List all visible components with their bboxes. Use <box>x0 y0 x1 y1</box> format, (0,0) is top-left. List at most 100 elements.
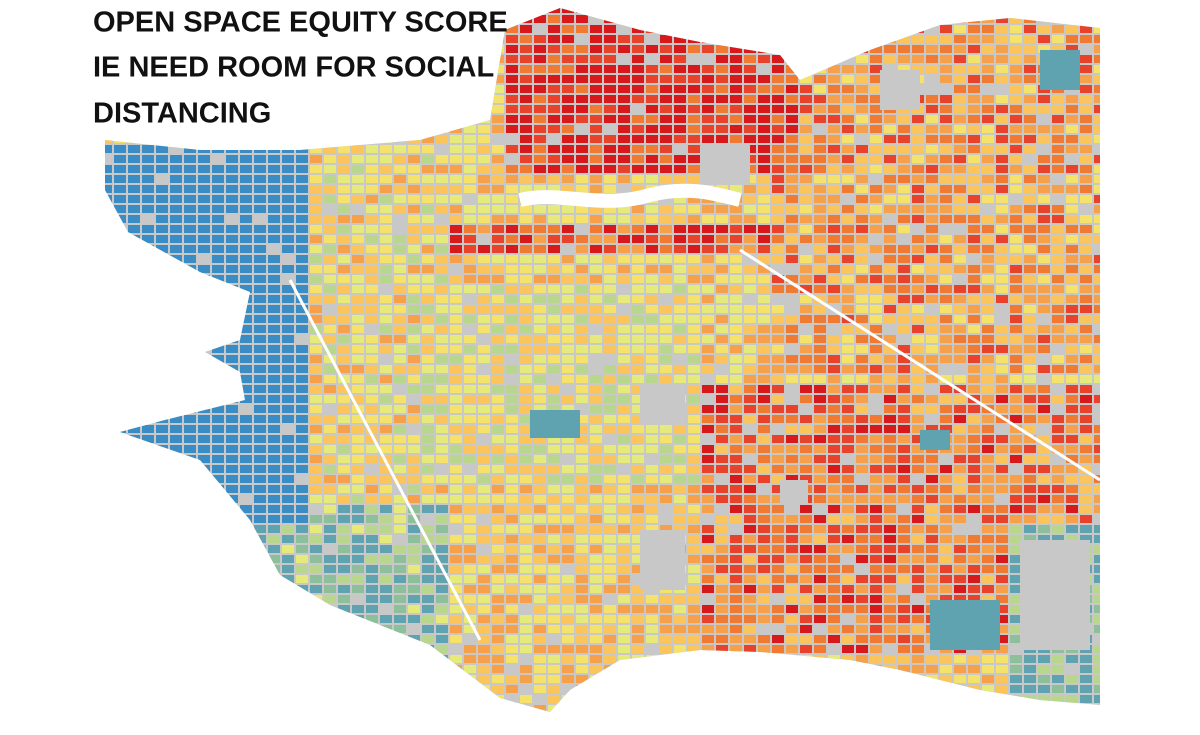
city-block <box>506 35 518 43</box>
city-block <box>800 225 812 233</box>
city-block <box>464 245 476 253</box>
city-block <box>1066 665 1078 673</box>
city-block <box>478 255 490 263</box>
city-block <box>674 305 686 313</box>
city-block <box>604 75 616 83</box>
city-block <box>716 475 728 483</box>
city-block <box>828 215 840 223</box>
city-block <box>842 85 854 93</box>
city-block <box>576 225 588 233</box>
city-block <box>170 175 182 183</box>
city-block <box>604 635 616 643</box>
city-block <box>772 615 784 623</box>
city-block <box>1024 535 1036 543</box>
city-block <box>562 575 574 583</box>
city-block <box>240 245 252 253</box>
city-block <box>450 495 462 503</box>
city-block <box>674 195 686 203</box>
city-block <box>772 65 784 73</box>
city-block <box>268 235 280 243</box>
city-block <box>814 225 826 233</box>
city-block <box>744 275 756 283</box>
city-block <box>954 55 966 63</box>
city-block <box>520 535 532 543</box>
city-block <box>926 105 938 113</box>
city-block <box>814 565 826 573</box>
city-block <box>492 475 504 483</box>
city-block <box>632 625 644 633</box>
city-block <box>548 465 560 473</box>
city-block <box>884 425 896 433</box>
city-block <box>996 25 1008 33</box>
city-block <box>730 475 742 483</box>
city-block <box>716 645 728 653</box>
city-block <box>954 465 966 473</box>
city-block <box>660 275 672 283</box>
city-block <box>730 55 742 63</box>
city-block <box>366 395 378 403</box>
city-block <box>870 545 882 553</box>
city-block <box>408 365 420 373</box>
city-block <box>240 505 252 513</box>
city-block <box>422 185 434 193</box>
city-block <box>1094 615 1100 623</box>
city-block <box>268 415 280 423</box>
city-block <box>912 665 924 673</box>
city-block <box>562 395 574 403</box>
city-block <box>996 135 1008 143</box>
city-block <box>1066 45 1078 53</box>
city-block <box>478 635 490 643</box>
city-block <box>744 375 756 383</box>
city-block <box>1094 85 1100 93</box>
city-block <box>506 405 518 413</box>
city-block <box>534 555 546 563</box>
city-block <box>576 215 588 223</box>
city-block <box>828 625 840 633</box>
city-block <box>800 355 812 363</box>
city-block <box>688 545 700 553</box>
city-block <box>758 115 770 123</box>
city-block <box>982 345 994 353</box>
city-block <box>1052 475 1064 483</box>
city-block <box>1052 175 1064 183</box>
city-block <box>436 145 448 153</box>
city-block <box>604 495 616 503</box>
city-block <box>954 355 966 363</box>
city-block <box>590 285 602 293</box>
city-block <box>898 145 910 153</box>
city-block <box>912 375 924 383</box>
city-block <box>1080 195 1092 203</box>
city-block <box>604 525 616 533</box>
city-block <box>912 145 924 153</box>
city-block <box>478 395 490 403</box>
city-block <box>1010 615 1022 623</box>
city-block <box>800 95 812 103</box>
city-block <box>436 635 448 643</box>
city-block <box>310 285 322 293</box>
city-block <box>492 85 504 93</box>
city-block <box>870 565 882 573</box>
city-block <box>1010 375 1022 383</box>
city-block <box>842 245 854 253</box>
city-block <box>464 425 476 433</box>
city-block <box>702 525 714 533</box>
city-block <box>646 315 658 323</box>
city-block <box>870 145 882 153</box>
city-block <box>716 205 728 213</box>
city-block <box>702 245 714 253</box>
city-block <box>898 265 910 273</box>
city-block <box>954 455 966 463</box>
city-block <box>268 465 280 473</box>
city-block <box>534 145 546 153</box>
city-block <box>506 65 518 73</box>
city-block <box>506 215 518 223</box>
city-block <box>632 395 644 403</box>
city-block <box>590 525 602 533</box>
city-block <box>758 165 770 173</box>
city-block <box>870 355 882 363</box>
city-block <box>786 285 798 293</box>
city-block <box>772 605 784 613</box>
city-block <box>912 335 924 343</box>
city-block <box>450 505 462 513</box>
city-block <box>436 325 448 333</box>
